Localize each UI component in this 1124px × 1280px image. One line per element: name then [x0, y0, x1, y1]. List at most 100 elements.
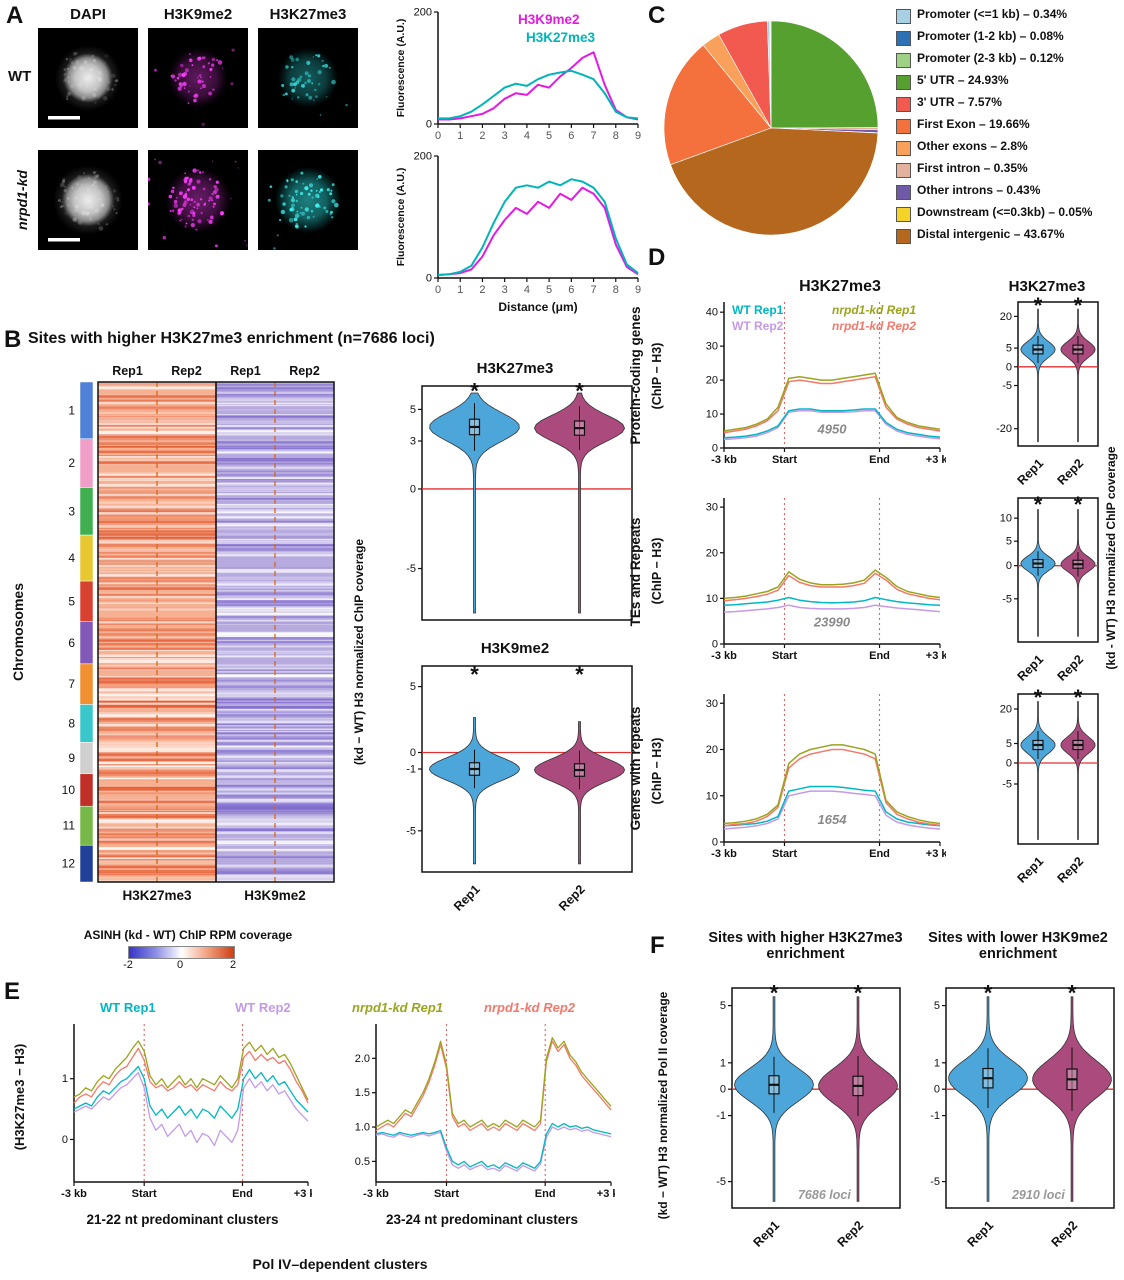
chromosome-heatmap: Rep1 Rep2 Rep1 Rep2 1 2 3 4 5 6 7 8 9 10 11 12 H3K27me3 H… [36, 360, 336, 922]
svg-text:-3 kb: -3 kb [711, 650, 737, 662]
h3k27me3-violin-plot: 5 3 0 -5 * * [388, 379, 638, 628]
svg-text:10: 10 [1000, 513, 1012, 525]
pie-legend-item: Other introns – 0.43% [896, 184, 1122, 200]
d-metagene-header: H3K27me3 [799, 278, 881, 295]
svg-text:+3 kb: +3 kb [926, 848, 946, 860]
pie-legend-item: Promoter (2-3 kb) – 0.12% [896, 52, 1122, 68]
svg-text:End: End [535, 1188, 556, 1200]
polii-violin-higher-h3k27me3: 5 1 0 -1 -5 * Rep1 * Rep2 7686 loci [698, 980, 906, 1264]
svg-text:20: 20 [1000, 311, 1012, 323]
svg-text:2: 2 [479, 284, 485, 296]
svg-text:4950: 4950 [817, 421, 848, 436]
pie-legend-item: Promoter (1-2 kb) – 0.08% [896, 30, 1122, 46]
svg-text:200: 200 [414, 7, 432, 19]
svg-text:0: 0 [62, 1134, 68, 1146]
e-footer-pol-iv: Pol IV–dependent clusters [252, 1256, 428, 1272]
violin-title-h3k9me2: H3K9me2 [480, 640, 550, 657]
svg-text:0: 0 [712, 443, 718, 455]
svg-text:4: 4 [524, 130, 530, 142]
svg-text:5: 5 [546, 130, 552, 142]
svg-text:Rep2: Rep2 [1055, 456, 1087, 486]
svg-text:Rep1: Rep1 [1015, 652, 1047, 682]
svg-text:1.0: 1.0 [355, 1122, 370, 1134]
e-caption-23-24nt: 23-24 nt predominant clusters [385, 1212, 579, 1227]
svg-text:5: 5 [546, 284, 552, 296]
d-legend-kd-rep1: nrpd1-kd Rep1 [832, 303, 917, 317]
svg-text:-5: -5 [1002, 380, 1012, 392]
svg-text:Start: Start [772, 454, 797, 466]
svg-text:20: 20 [706, 547, 718, 559]
panel-e-label: E [4, 978, 21, 1005]
first-exon-swatch [896, 119, 911, 134]
svg-text:7: 7 [590, 284, 596, 296]
svg-text:5: 5 [934, 1000, 940, 1012]
svg-text:9: 9 [68, 751, 75, 765]
pie-legend-item: Downstream (<=0.3kb) – 0.05% [896, 206, 1122, 222]
svg-text:1: 1 [68, 403, 75, 417]
column-header-h3k27me3: H3K27me3 [269, 6, 347, 23]
other-introns-swatch [896, 185, 911, 200]
svg-text:5: 5 [1006, 536, 1012, 548]
wt-h3k27me3-image [258, 28, 358, 128]
svg-text:H3K27me3: H3K27me3 [122, 888, 192, 903]
svg-text:1.5: 1.5 [355, 1087, 370, 1099]
d-row-label-protein-coding: Protein-coding genes [628, 306, 643, 445]
svg-text:1654: 1654 [818, 812, 848, 827]
svg-text:-1: -1 [930, 1110, 940, 1122]
svg-text:0: 0 [426, 273, 432, 285]
promoter2-swatch [896, 31, 911, 46]
svg-text:4: 4 [524, 284, 530, 296]
e-legend-kd-rep1: nrpd1-kd Rep1 [352, 1000, 444, 1015]
svg-text:7: 7 [590, 130, 596, 142]
svg-text:1: 1 [934, 1057, 940, 1069]
fluorescence-plot-nrpd1kd: 0 200 0 1 2 3 4 5 6 7 8 9 Fluorescence (A.U.) Distanc… [392, 148, 644, 316]
violin-protein-coding-genes: 20 5 0 -5 -20 * Rep1 * Rep2 [988, 293, 1102, 488]
pie-legend-item: Other exons – 2.8% [896, 140, 1122, 156]
svg-text:1: 1 [720, 1057, 726, 1069]
colorbar-gradient [128, 946, 235, 959]
svg-text:Rep1: Rep1 [112, 364, 143, 378]
metagene-23-24nt-clusters: 0.5 1.0 1.5 2.0 -3 kb Start End +3 kb [338, 1018, 625, 1208]
svg-text:5: 5 [410, 681, 416, 693]
panel-b-title: Sites with higher H3K27me3 enrichment (n… [28, 330, 435, 347]
svg-text:1: 1 [457, 130, 463, 142]
svg-text:-5: -5 [716, 1176, 726, 1188]
genomic-features-pie-chart [654, 12, 892, 244]
svg-text:Rep2: Rep2 [1049, 1218, 1081, 1250]
svg-text:Fluorescence (A.U.): Fluorescence (A.U.) [395, 168, 407, 267]
pie-legend-item: 5' UTR – 24.93% [896, 74, 1122, 90]
promoter1-swatch [896, 9, 911, 24]
pie-legend-item: Promoter (<=1 kb) – 0.34% [896, 8, 1122, 24]
d-row3-ylabel: (ChIP − H3) [650, 737, 664, 805]
colorbar-label: ASINH (kd - WT) ChIP RPM coverage [83, 928, 293, 942]
svg-text:Rep2: Rep2 [1055, 854, 1087, 884]
svg-text:200: 200 [414, 151, 432, 163]
svg-text:-3 kb: -3 kb [363, 1188, 389, 1200]
svg-text:End: End [869, 650, 890, 662]
chromosomes-axis-label: Chromosomes [10, 582, 26, 682]
svg-text:Fluorescence (A.U.): Fluorescence (A.U.) [395, 19, 407, 118]
svg-text:-3 kb: -3 kb [711, 848, 737, 860]
svg-text:Rep2: Rep2 [1055, 652, 1087, 682]
promoter3-swatch [896, 53, 911, 68]
svg-text:*: * [575, 380, 584, 404]
svg-text:2: 2 [479, 130, 485, 142]
e-caption-21-22nt: 21-22 nt predominant clusters [86, 1212, 279, 1227]
violin-tes-repeats: 10 5 0 -5 * Rep1 * Rep2 [988, 492, 1102, 684]
svg-text:9: 9 [635, 130, 641, 142]
svg-text:-1: -1 [716, 1110, 726, 1122]
svg-text:-3 kb: -3 kb [711, 454, 737, 466]
svg-text:Rep2: Rep2 [556, 882, 588, 914]
svg-text:*: * [470, 380, 479, 404]
row-label-nrpd1-kd: nrpd1-kd [14, 170, 30, 230]
panel-b-label: B [4, 326, 22, 353]
svg-text:End: End [869, 848, 890, 860]
svg-text:6: 6 [568, 284, 574, 296]
e-y-axis-label: (H3K27me3 − H3) [12, 1043, 27, 1151]
colorbar-tick-0: 0 [176, 959, 184, 971]
svg-text:20: 20 [706, 744, 718, 756]
svg-text:0.5: 0.5 [355, 1156, 370, 1168]
svg-text:5: 5 [1006, 738, 1012, 750]
svg-text:*: * [1074, 688, 1083, 710]
svg-text:-1: -1 [406, 764, 416, 776]
